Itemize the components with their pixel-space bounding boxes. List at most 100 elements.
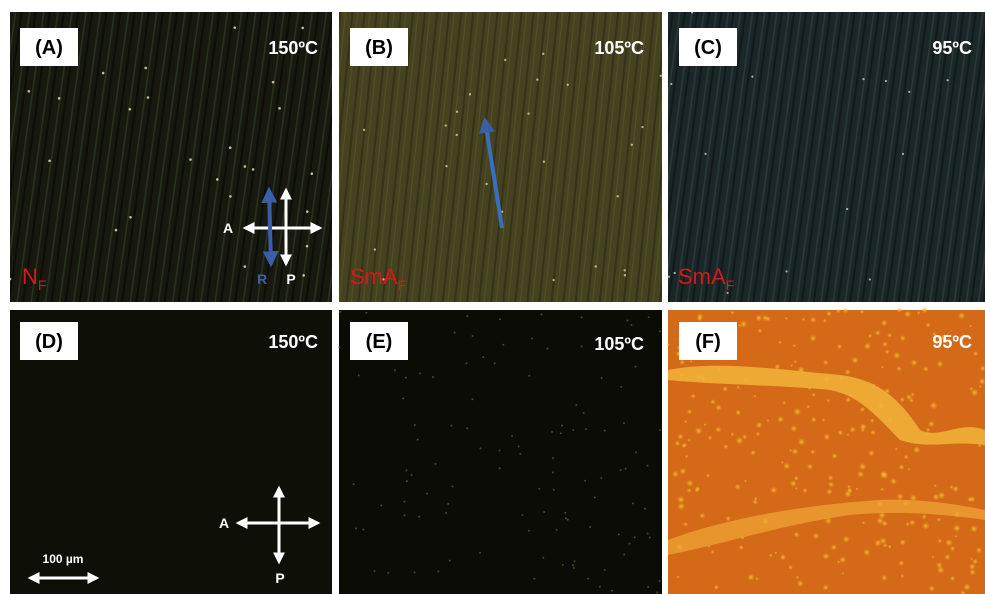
texture-dot <box>969 324 972 327</box>
texture-dot <box>973 351 979 357</box>
texture-dot <box>947 79 949 81</box>
texture-dot <box>970 557 973 560</box>
texture-dot <box>881 575 888 582</box>
texture-dot <box>708 435 713 440</box>
texture-dot <box>403 514 405 516</box>
texture-dot <box>466 315 468 317</box>
texture-dot <box>630 324 632 326</box>
texture-dot <box>611 590 613 592</box>
texture-dot <box>244 265 247 268</box>
texture-dot <box>937 517 942 522</box>
texture-dot <box>740 320 748 328</box>
texture-dot <box>792 448 799 455</box>
texture-dot <box>795 487 798 490</box>
texture-dot <box>604 569 606 571</box>
texture-dot <box>860 309 864 313</box>
texture-dot <box>950 546 956 552</box>
texture-dot <box>411 474 413 476</box>
texture-dot <box>562 564 564 566</box>
texture-dot <box>822 553 829 560</box>
panel-label: (D) <box>35 331 63 353</box>
texture-dot <box>502 344 504 346</box>
polarizer-label: P <box>286 271 295 287</box>
temperature: 150ºC <box>268 332 318 352</box>
texture-dot <box>624 468 626 470</box>
texture-dot <box>573 560 575 562</box>
texture-dot <box>863 549 870 556</box>
texture-dot <box>887 333 892 338</box>
phase-sub: F <box>398 277 407 293</box>
texture-dot <box>824 434 831 441</box>
texture-dot <box>449 560 451 562</box>
texture-dot <box>900 574 904 578</box>
texture-dot <box>744 479 747 482</box>
texture-dot <box>952 486 959 493</box>
texture-dot <box>725 516 731 522</box>
texture-dot <box>900 335 906 341</box>
texture-dot <box>310 172 313 175</box>
texture-dot <box>623 554 625 556</box>
texture-dot <box>859 463 867 471</box>
texture-dot <box>904 311 911 318</box>
texture-dot <box>620 469 622 471</box>
texture-dot <box>807 464 813 470</box>
texture-dot <box>895 448 898 451</box>
texture-dot <box>58 97 61 100</box>
texture-dot <box>847 485 851 489</box>
texture-dot <box>885 349 890 354</box>
texture-dot <box>860 407 866 413</box>
texture-dot <box>812 532 819 539</box>
texture-dot <box>551 431 553 433</box>
texture-dot <box>482 356 484 358</box>
texture-dot <box>684 420 687 423</box>
texture-dot <box>969 563 976 570</box>
texture-dot <box>561 425 563 427</box>
texture-dot <box>679 359 685 365</box>
texture-dot <box>644 508 646 510</box>
texture-dot <box>793 408 801 416</box>
texture-dot <box>823 319 827 323</box>
texture-dot <box>527 112 529 114</box>
texture-dot <box>969 569 976 576</box>
texture-dot <box>851 357 858 364</box>
texture-dot <box>677 433 683 439</box>
texture-dot <box>540 314 542 316</box>
texture-dot <box>374 248 376 250</box>
texture-dot <box>928 421 935 428</box>
texture-dot <box>521 514 523 516</box>
texture-dot <box>680 468 687 475</box>
analyzer-label: A <box>223 220 233 236</box>
texture-dot <box>938 539 943 544</box>
phase-main: N <box>22 264 38 289</box>
texture-dot <box>584 480 586 482</box>
texture-dot <box>28 90 31 93</box>
texture-dot <box>472 398 474 400</box>
texture-dot <box>353 483 355 485</box>
texture-dot <box>885 80 887 82</box>
texture-dot <box>785 270 787 272</box>
texture-dot <box>301 27 304 30</box>
texture-dot <box>921 514 927 520</box>
texture-dot <box>691 394 696 399</box>
texture-dot <box>419 372 421 374</box>
texture-dot <box>306 245 309 248</box>
texture-dot <box>677 496 685 504</box>
texture-dot <box>647 533 649 535</box>
texture-dot <box>794 476 799 481</box>
panel-label: (B) <box>365 37 393 59</box>
texture-dot <box>917 311 921 315</box>
texture-dot <box>969 496 976 503</box>
texture-dot <box>881 520 888 527</box>
texture-dot <box>387 572 389 574</box>
texture-dot <box>674 272 676 274</box>
texture-dot <box>456 111 458 113</box>
texture-dot <box>757 328 762 333</box>
texture-dot <box>902 153 904 155</box>
texture-dot <box>810 317 816 323</box>
texture-dot <box>469 93 471 95</box>
texture-dot <box>880 471 888 479</box>
texture-dot <box>511 435 513 437</box>
texture-dot <box>906 394 912 400</box>
texture-dot <box>857 471 864 478</box>
texture-dot <box>881 366 884 369</box>
